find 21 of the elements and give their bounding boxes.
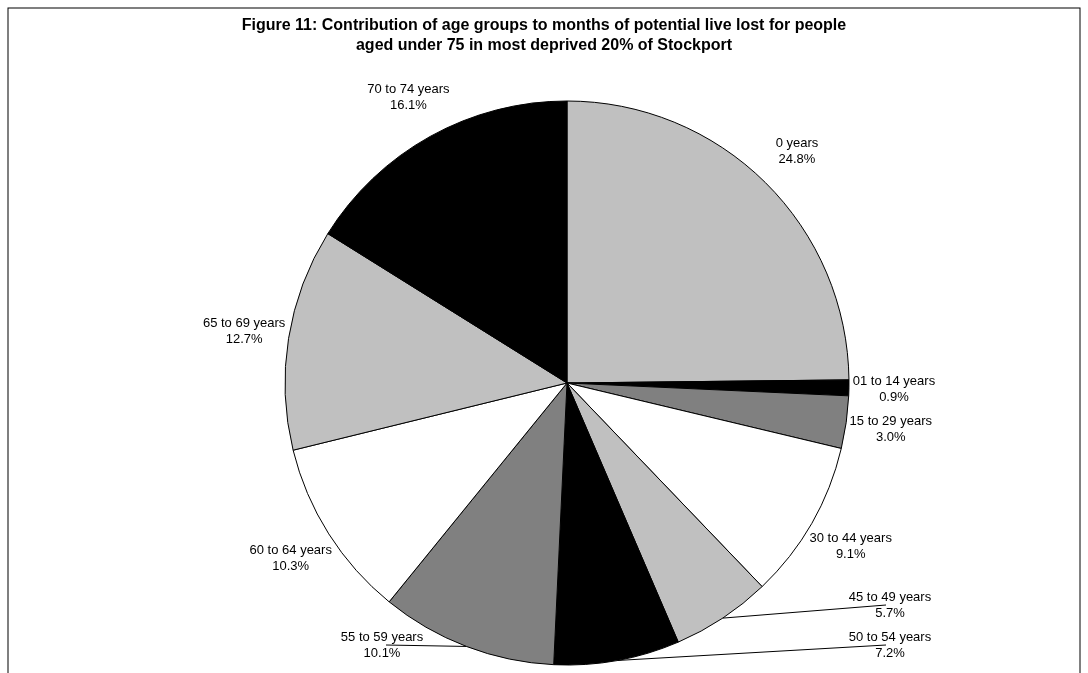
slice-label: 60 to 64 years xyxy=(249,541,333,557)
data-label: 5.7% xyxy=(875,605,906,620)
slice-label: 50 to 54 years xyxy=(848,629,932,644)
slice-label: 15 to 29 years xyxy=(849,412,933,428)
slice-label: 65 to 69 years xyxy=(202,315,286,331)
slice-label: 01 to 14 years xyxy=(852,372,936,388)
data-label: 9.1% xyxy=(835,545,866,561)
data-label: 3.0% xyxy=(875,428,907,444)
slice-label: 30 to 44 years xyxy=(809,529,893,545)
slice-label: 0 years xyxy=(775,134,819,150)
slice-label: 45 to 49 years xyxy=(848,589,932,604)
data-label: 7.2% xyxy=(875,645,906,660)
slice-label: 70 to 74 years xyxy=(367,81,451,97)
data-label: 10.1% xyxy=(363,645,401,660)
data-label: 16.1% xyxy=(389,97,428,113)
data-label: 10.3% xyxy=(272,557,310,573)
data-label: 12.7% xyxy=(225,331,263,347)
chart-title: Figure 11: Contribution of age groups to months of potential live lost for people aged under 75 in most deprived 20% of Stockport xyxy=(241,16,847,53)
data-label: 0.9% xyxy=(879,388,910,404)
data-label: 24.8% xyxy=(778,150,816,166)
slice-label: 55 to 59 years xyxy=(340,629,424,644)
